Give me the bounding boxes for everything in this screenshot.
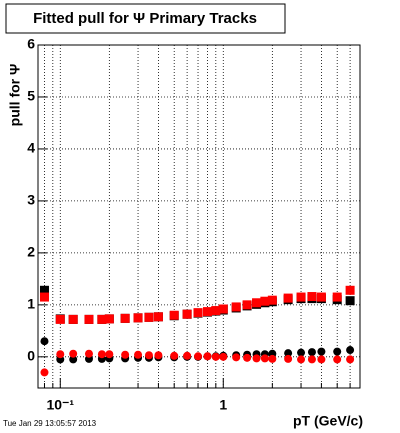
point — [333, 347, 342, 356]
point — [55, 314, 65, 324]
point — [97, 350, 106, 359]
y-tick-label: 6 — [27, 36, 35, 52]
point — [105, 350, 114, 359]
point — [133, 313, 143, 323]
point — [345, 285, 355, 295]
y-tick-label: 0 — [27, 348, 35, 364]
point — [296, 292, 306, 302]
title-box — [5, 3, 286, 34]
point — [84, 349, 93, 358]
point — [120, 313, 130, 323]
timestamp: Tue Jan 29 13:05:57 2013 — [3, 419, 97, 428]
x-tick-label: 10⁻¹ — [46, 397, 74, 413]
point — [219, 352, 228, 361]
point — [268, 354, 277, 363]
point — [317, 355, 326, 364]
point — [56, 350, 65, 359]
y-tick-label: 4 — [27, 140, 35, 156]
point — [203, 352, 212, 361]
y-tick-label: 1 — [27, 296, 35, 312]
point — [346, 355, 355, 364]
point — [260, 354, 269, 363]
point — [170, 351, 179, 360]
point — [68, 314, 78, 324]
y-tick-label: 2 — [27, 244, 35, 260]
point — [252, 354, 261, 363]
point — [307, 355, 316, 364]
point — [284, 354, 293, 363]
point — [267, 295, 277, 305]
point — [69, 349, 78, 358]
point — [283, 293, 293, 303]
point — [284, 349, 293, 358]
point — [211, 306, 221, 316]
point — [333, 355, 342, 364]
point — [39, 285, 49, 295]
point — [39, 292, 49, 302]
point — [242, 300, 252, 310]
point — [297, 355, 306, 364]
point — [346, 346, 355, 355]
point — [153, 312, 163, 322]
point — [345, 296, 355, 306]
point — [211, 352, 220, 361]
point — [193, 308, 203, 318]
x-axis-label: pT (GeV/c) — [293, 413, 363, 429]
y-tick-label: 5 — [27, 88, 35, 104]
point — [182, 309, 192, 319]
point — [40, 368, 49, 377]
y-tick-label: 3 — [27, 192, 35, 208]
point — [252, 298, 262, 308]
point — [202, 307, 212, 317]
point — [243, 353, 252, 362]
point — [121, 350, 130, 359]
point — [307, 348, 316, 357]
point — [332, 292, 342, 302]
point — [69, 355, 78, 364]
point — [297, 348, 306, 357]
y-axis-label: pull for Ψ — [7, 64, 23, 127]
point — [218, 304, 228, 314]
point — [317, 347, 326, 356]
point — [134, 350, 143, 359]
x-tick-label: 1 — [219, 397, 227, 413]
point — [97, 314, 107, 324]
point — [260, 296, 270, 306]
point — [169, 310, 179, 320]
plot-frame — [37, 44, 361, 389]
point — [307, 292, 317, 302]
point — [194, 352, 203, 361]
point — [40, 337, 49, 346]
point — [84, 314, 94, 324]
point — [144, 312, 154, 322]
point — [316, 292, 326, 302]
chart-title: Fitted pull for Ψ Primary Tracks — [33, 10, 257, 27]
point — [183, 351, 192, 360]
point — [231, 302, 241, 312]
point — [104, 314, 114, 324]
point — [232, 353, 241, 362]
point — [144, 351, 153, 360]
point — [154, 351, 163, 360]
